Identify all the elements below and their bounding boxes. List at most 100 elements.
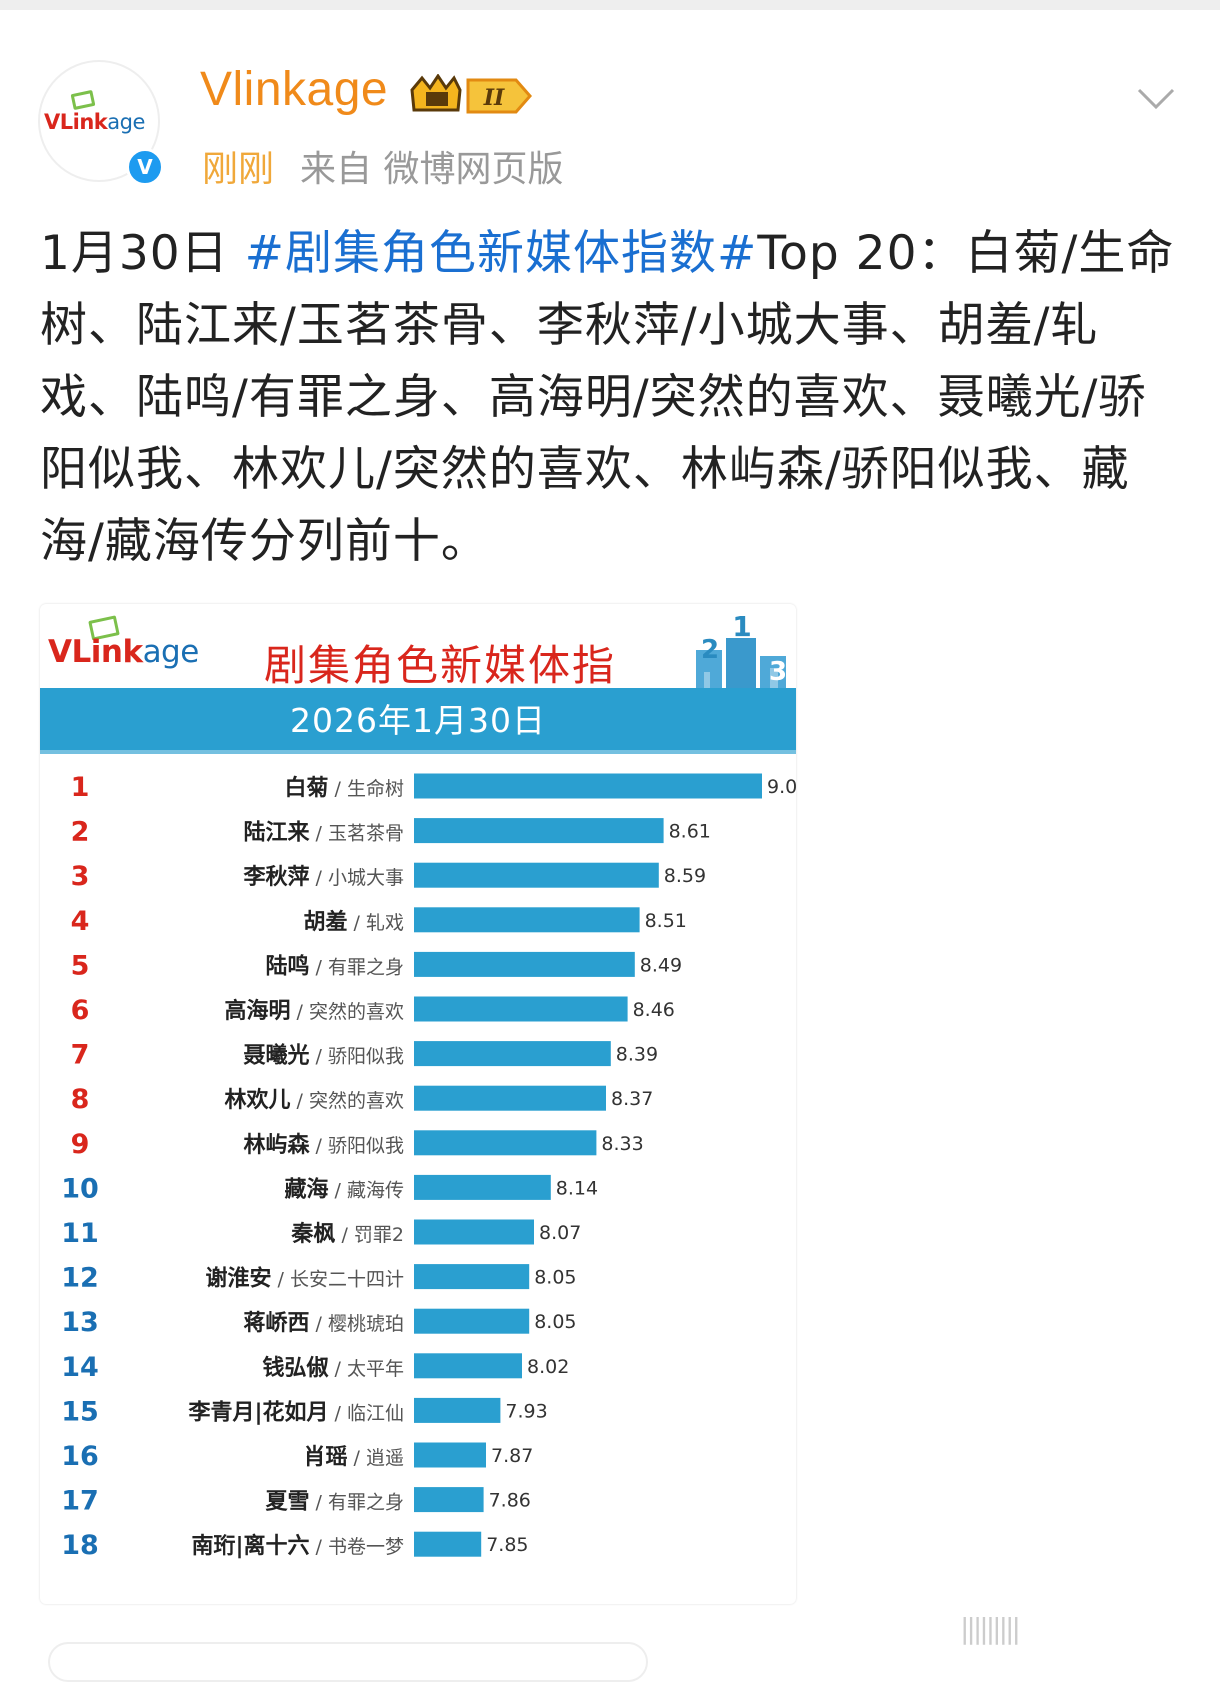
author-name[interactable]: Vlinkage: [200, 63, 389, 116]
value-label: 8.51: [645, 910, 687, 932]
character-name: 蒋峤西: [244, 1311, 310, 1336]
bar: [414, 996, 628, 1022]
character-name: 林欢儿: [225, 1087, 291, 1113]
character-name: 秦枫: [290, 1221, 335, 1247]
character-name: 夏雪: [266, 1490, 310, 1515]
rank-number: 3: [71, 861, 90, 892]
row-label: 林屿森 / 骄阳似我: [244, 1132, 405, 1158]
bar: [414, 1308, 530, 1334]
show-name: / 有罪之身: [310, 956, 404, 978]
hashtag-link[interactable]: #剧集角色新媒体指数#: [244, 226, 758, 281]
show-name: / 小城大事: [310, 867, 404, 889]
rank-number: 15: [61, 1396, 99, 1427]
show-name: / 罚罪2: [335, 1224, 404, 1246]
verified-badge-icon: V: [126, 148, 164, 186]
logo-ticket-icon: [70, 89, 96, 111]
row-label: 谢淮安 / 长安二十四计: [206, 1266, 405, 1292]
card-logo: VLinkage: [48, 634, 199, 670]
bar: [414, 1130, 597, 1156]
bar: [414, 1487, 484, 1513]
podium-2: 2: [701, 635, 719, 665]
avatar[interactable]: VLinkage: [38, 60, 160, 182]
rank-number: 2: [71, 817, 90, 848]
character-name: 林屿森: [244, 1132, 311, 1158]
post-image[interactable]: VLinkage 剧集角色新媒体指 2 1 3 2026年1月30日 1 白菊 /…: [40, 604, 796, 1604]
bar: [414, 907, 640, 933]
chart-date-band: 2026年1月30日: [40, 688, 796, 754]
post-time[interactable]: 刚刚: [202, 149, 275, 190]
bar: [414, 1219, 534, 1245]
row-label: 秦枫 / 罚罪2: [290, 1221, 404, 1247]
row-label: 李秋萍 / 小城大事: [243, 865, 405, 890]
bar: [414, 773, 762, 799]
character-name: 南珩|离十六: [191, 1533, 309, 1559]
value-label: 8.49: [640, 954, 682, 976]
bar: [414, 862, 659, 888]
show-name: / 有罪之身: [310, 1492, 404, 1514]
show-name: / 逍遥: [348, 1447, 404, 1469]
bar: [414, 1085, 606, 1111]
bar: [414, 1174, 551, 1200]
card-title: 剧集角色新媒体指: [264, 641, 617, 690]
bar: [414, 1442, 486, 1468]
value-label: 8.33: [601, 1133, 643, 1155]
character-name: 聂曦光: [243, 1043, 310, 1069]
value-label: 8.61: [669, 821, 711, 843]
rank-number: 17: [61, 1486, 99, 1517]
rank-number: 9: [71, 1129, 90, 1160]
show-name: / 骄阳似我: [310, 1135, 404, 1157]
level-badge-text: II: [483, 85, 505, 111]
crown-level-badge-icon[interactable]: II: [408, 74, 532, 118]
podium-icon: 2 1 3: [696, 612, 787, 694]
value-label: 7.86: [489, 1490, 531, 1512]
value-label: 8.46: [633, 999, 675, 1021]
value-label: 7.85: [486, 1534, 528, 1556]
bar: [414, 1531, 482, 1557]
show-name: / 藏海传: [329, 1179, 404, 1201]
show-name: / 生命树: [329, 778, 404, 800]
value-label: 8.39: [616, 1044, 658, 1066]
rank-number: 16: [61, 1441, 99, 1472]
ranking-bar-chart: 1 白菊 / 生命树 9.02 2 陆江来 / 玉茗茶骨 8.61 3 李秋萍 / 小城大事 8…: [61, 772, 796, 1561]
value-label: 8.59: [664, 865, 706, 887]
bar: [414, 1353, 522, 1379]
value-label: 8.07: [539, 1222, 581, 1244]
row-label: 高海明 / 突然的喜欢: [225, 998, 405, 1024]
rank-number: 1: [71, 772, 90, 803]
post-source: 来自 微博网页版: [300, 149, 564, 190]
row-label: 聂曦光 / 骄阳似我: [243, 1043, 405, 1069]
character-name: 胡羞: [304, 909, 348, 935]
show-name: / 临江仙: [329, 1402, 404, 1424]
value-label: 8.37: [611, 1088, 653, 1110]
comment-box-edge: [48, 1642, 648, 1682]
show-name: / 长安二十四计: [272, 1269, 404, 1291]
show-name: / 突然的喜欢: [291, 1090, 404, 1112]
bar: [414, 1264, 530, 1290]
show-name: / 太平年: [329, 1358, 404, 1380]
chevron-down-icon[interactable]: [1136, 86, 1176, 112]
row-label: 陆鸣 / 有罪之身: [266, 953, 405, 979]
character-name: 谢淮安: [206, 1266, 272, 1292]
character-name: 肖瑶: [304, 1445, 348, 1470]
character-name: 白菊: [285, 775, 329, 801]
character-name: 高海明: [225, 998, 291, 1024]
row-label: 肖瑶 / 逍遥: [304, 1445, 405, 1470]
watermark: |||||||||: [960, 1612, 1021, 1645]
show-name: / 玉茗茶骨: [310, 823, 404, 845]
rank-number: 5: [71, 950, 90, 981]
value-label: 7.87: [491, 1445, 533, 1467]
row-label: 李青月|花如月 / 临江仙: [187, 1399, 404, 1425]
bar: [414, 951, 635, 977]
row-label: 南珩|离十六 / 书卷一梦: [191, 1533, 404, 1559]
row-label: 藏海 / 藏海传: [285, 1176, 405, 1202]
row-label: 夏雪 / 有罪之身: [266, 1490, 405, 1515]
value-label: 8.02: [527, 1356, 569, 1378]
avatar-logo: VLinkage: [44, 110, 145, 134]
row-label: 林欢儿 / 突然的喜欢: [225, 1087, 405, 1113]
value-label: 9.02: [767, 776, 796, 798]
character-name: 李秋萍: [243, 865, 310, 890]
rank-number: 12: [61, 1263, 99, 1294]
podium-1: 1: [732, 612, 751, 643]
character-name: 陆江来: [244, 821, 311, 846]
value-label: 7.93: [505, 1400, 547, 1422]
